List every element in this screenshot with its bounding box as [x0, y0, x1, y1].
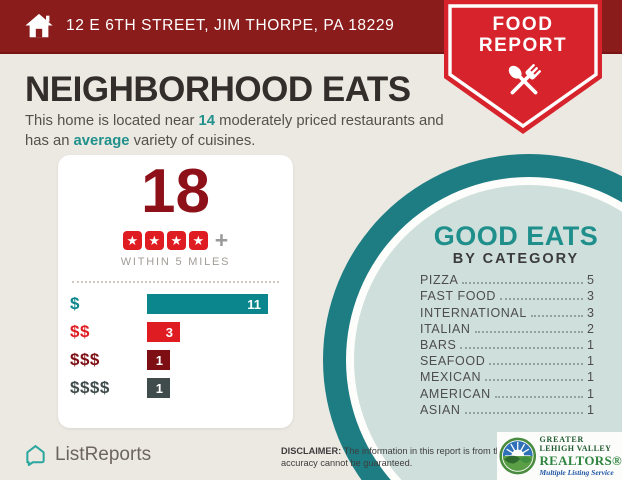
dotted-leader [460, 346, 584, 349]
category-value: 3 [587, 305, 594, 320]
realtor-emblem-icon [499, 437, 537, 475]
brand-name: ListReports [55, 443, 152, 465]
price-row: $11 [70, 294, 293, 314]
realtor-logo: GREATER LEHIGH VALLEY REALTORS® Multiple… [497, 432, 622, 480]
category-label: BARS [420, 337, 457, 352]
category-value: 3 [587, 289, 594, 304]
category-value: 1 [587, 337, 594, 352]
subtitle-text: has an [25, 133, 74, 149]
category-value: 1 [587, 370, 594, 385]
category-row: BARS 1 [420, 336, 594, 352]
category-value: 5 [587, 273, 594, 288]
category-row: FAST FOOD 3 [420, 287, 594, 303]
dotted-leader [485, 379, 584, 382]
category-row: AMERICAN 1 [420, 384, 594, 401]
dotted-leader [464, 411, 584, 414]
category-value: 1 [587, 402, 594, 417]
category-row: ITALIAN 2 [420, 320, 594, 336]
plus-sign: + [214, 227, 229, 253]
food-report-badge: FOOD REPORT [444, 0, 602, 136]
category-label: ASIAN [420, 402, 461, 417]
price-bar-value: 1 [155, 380, 163, 396]
price-chart: $11 $$ 3 $$$ 1 $$$$ 1 [58, 294, 293, 398]
listreports-logo: ListReports [24, 443, 151, 466]
realtor-line2: LEHIGH VALLEY [539, 443, 612, 453]
spoon-fork-icon [501, 58, 547, 109]
listreports-icon [26, 445, 45, 466]
category-row: MEXICAN 1 [420, 368, 594, 384]
property-address: 12 E 6TH STREET, JIM THORPE, PA 18229 [66, 17, 395, 34]
star-icon: ★ [144, 231, 164, 250]
realtor-line3: REALTORS® [539, 452, 622, 468]
category-row: INTERNATIONAL 3 [420, 303, 594, 320]
realtor-line1: GREATER [539, 434, 585, 444]
category-label: FAST FOOD [420, 289, 497, 304]
realtor-line4: Multiple Listing Service [539, 467, 614, 477]
category-value: 1 [587, 354, 594, 369]
star-row: ★ ★ ★ ★ + [58, 227, 293, 253]
category-value: 1 [587, 386, 594, 401]
page-title: NEIGHBORHOOD EATS [25, 70, 411, 109]
restaurant-count: 14 [198, 113, 216, 129]
dotted-leader [494, 395, 584, 398]
price-row: $$$$ 1 [70, 378, 293, 398]
price-bar-value: 1 [155, 352, 163, 368]
dotted-leader [500, 298, 584, 301]
category-label: MEXICAN [420, 370, 482, 385]
price-bar-value: 11 [247, 296, 261, 312]
price-bar: 11 [147, 294, 268, 314]
disclaimer-label: DISCLAIMER: [281, 446, 342, 456]
price-label: $$$$ [70, 378, 110, 397]
variety-highlight: average [73, 133, 130, 149]
badge-line2: REPORT [478, 35, 568, 56]
star-icon: ★ [166, 231, 186, 250]
disclaimer-text: The information in this report is from t… [341, 446, 503, 456]
subtitle-text: moderately priced restaurants and [215, 113, 444, 129]
disclaimer-text-line2: accuracy cannot be guaranteed. [281, 457, 413, 468]
ribbon-shape [444, 0, 602, 134]
badge-title: FOOD REPORT [444, 14, 602, 56]
price-bar: 1 [147, 350, 170, 370]
total-restaurants: 18 [141, 157, 210, 226]
category-label: SEAFOOD [420, 354, 486, 369]
category-row: ASIAN 1 [420, 401, 594, 417]
price-bar: 1 [147, 378, 170, 398]
good-eats-title: GOOD EATS [433, 221, 599, 251]
good-eats-subtitle: BY CATEGORY [452, 251, 580, 267]
category-label: INTERNATIONAL [420, 305, 527, 320]
radius-label: WITHIN 5 MILES [120, 256, 231, 268]
star-icon: ★ [122, 231, 142, 250]
category-label: PIZZA [420, 273, 459, 288]
subtitle-text: variety of cuisines. [129, 133, 256, 149]
dotted-leader [489, 363, 584, 366]
category-label: AMERICAN [420, 386, 491, 401]
category-label: ITALIAN [420, 321, 471, 336]
realtor-text: GREATER LEHIGH VALLEY REALTORS® Multiple… [539, 434, 622, 477]
price-label: $$$ [70, 350, 100, 369]
dotted-divider [72, 281, 279, 283]
price-row: $$ 3 [70, 322, 293, 342]
page-subtitle: This home is located near 14 moderately … [25, 111, 475, 151]
badge-line1: FOOD [492, 14, 554, 35]
price-row: $$$ 1 [70, 350, 293, 370]
dotted-leader [474, 330, 584, 333]
dotted-leader [462, 282, 584, 285]
price-label: $ [70, 294, 80, 313]
price-bar-value: 3 [165, 324, 173, 340]
home-icon [24, 11, 54, 41]
category-row: SEAFOOD 1 [420, 352, 594, 368]
price-label: $$ [70, 322, 90, 341]
subtitle-text: This home is located near [25, 113, 199, 129]
summary-card: 18 ★ ★ ★ ★ + WITHIN 5 MILES $11 $$ 3 $$$ 1 $$$$ 1 [58, 155, 293, 428]
category-row: PIZZA 5 [420, 271, 594, 287]
price-bar: 3 [147, 322, 180, 342]
disclaimer: DISCLAIMER: The information in this repo… [281, 446, 611, 469]
category-value: 2 [587, 321, 594, 336]
star-icon: ★ [188, 231, 208, 250]
dotted-leader [530, 314, 584, 317]
category-list: PIZZA 5 FAST FOOD 3 INTERNATIONAL 3 ITALIAN 2 BA… [420, 271, 594, 417]
